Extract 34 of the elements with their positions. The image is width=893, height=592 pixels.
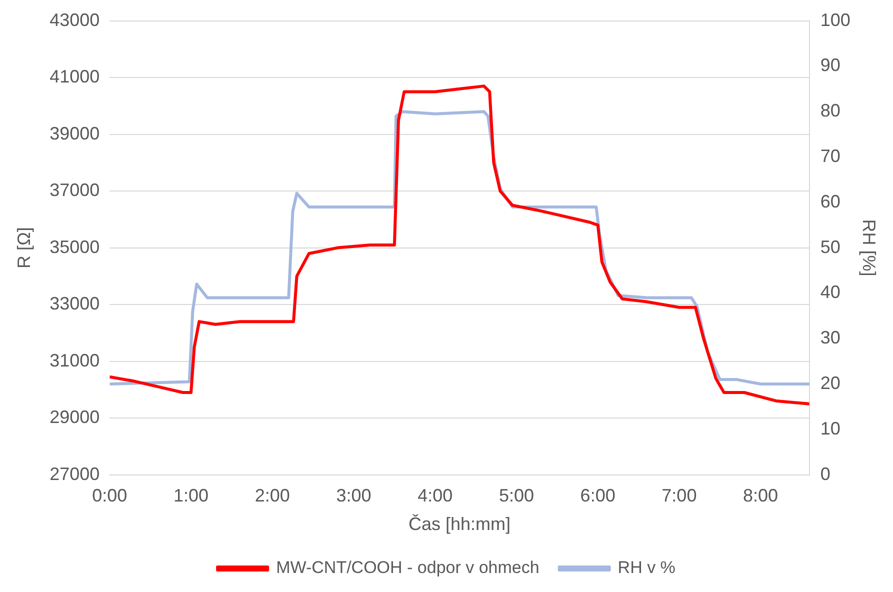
y2-tick-label: 50	[820, 236, 840, 257]
x-tick-label: 3:00	[336, 486, 372, 506]
x-tick-label: 6:00	[580, 486, 616, 506]
y2-tick-label: 40	[820, 282, 840, 302]
y2-tick-label: 60	[820, 191, 840, 212]
x-tick-label: 2:00	[254, 486, 290, 506]
y-tick-label: 35000	[50, 236, 100, 257]
y-tick-label: 43000	[50, 10, 100, 30]
x-tick-label: 5:00	[498, 486, 534, 506]
y-tick-label: 41000	[50, 66, 100, 87]
y2-tick-label: 90	[820, 55, 840, 76]
y-tick-label: 27000	[50, 464, 100, 484]
y-axis-title: R [Ω]	[14, 227, 34, 269]
y2-tick-label: 70	[820, 146, 840, 166]
y2-tick-label: 10	[820, 418, 840, 438]
x-tick-label: 4:00	[418, 486, 453, 506]
y2-tick-label: 0	[820, 464, 830, 484]
x-axis-title: Čas [hh:mm]	[408, 514, 511, 534]
y2-tick-label: 20	[820, 372, 840, 393]
x-tick-label: 7:00	[662, 486, 697, 506]
y2-axis-title: RH [%]	[859, 219, 880, 276]
y-tick-label: 33000	[50, 294, 100, 314]
x-tick-label: 0:00	[92, 486, 128, 506]
y2-tick-label: 100	[820, 10, 850, 30]
y2-tick-label: 80	[820, 100, 840, 121]
legend-label: RH v %	[618, 558, 676, 578]
y-tick-label: 29000	[50, 407, 100, 428]
y-tick-label: 39000	[50, 123, 100, 144]
y-tick-label: 37000	[50, 180, 100, 200]
legend-label: MW-CNT/COOH - odpor v ohmech	[276, 558, 540, 578]
x-tick-label: 1:00	[173, 486, 209, 506]
y-tick-label: 31000	[50, 350, 100, 370]
x-tick-label: 8:00	[743, 486, 778, 506]
y2-tick-label: 30	[820, 328, 840, 348]
